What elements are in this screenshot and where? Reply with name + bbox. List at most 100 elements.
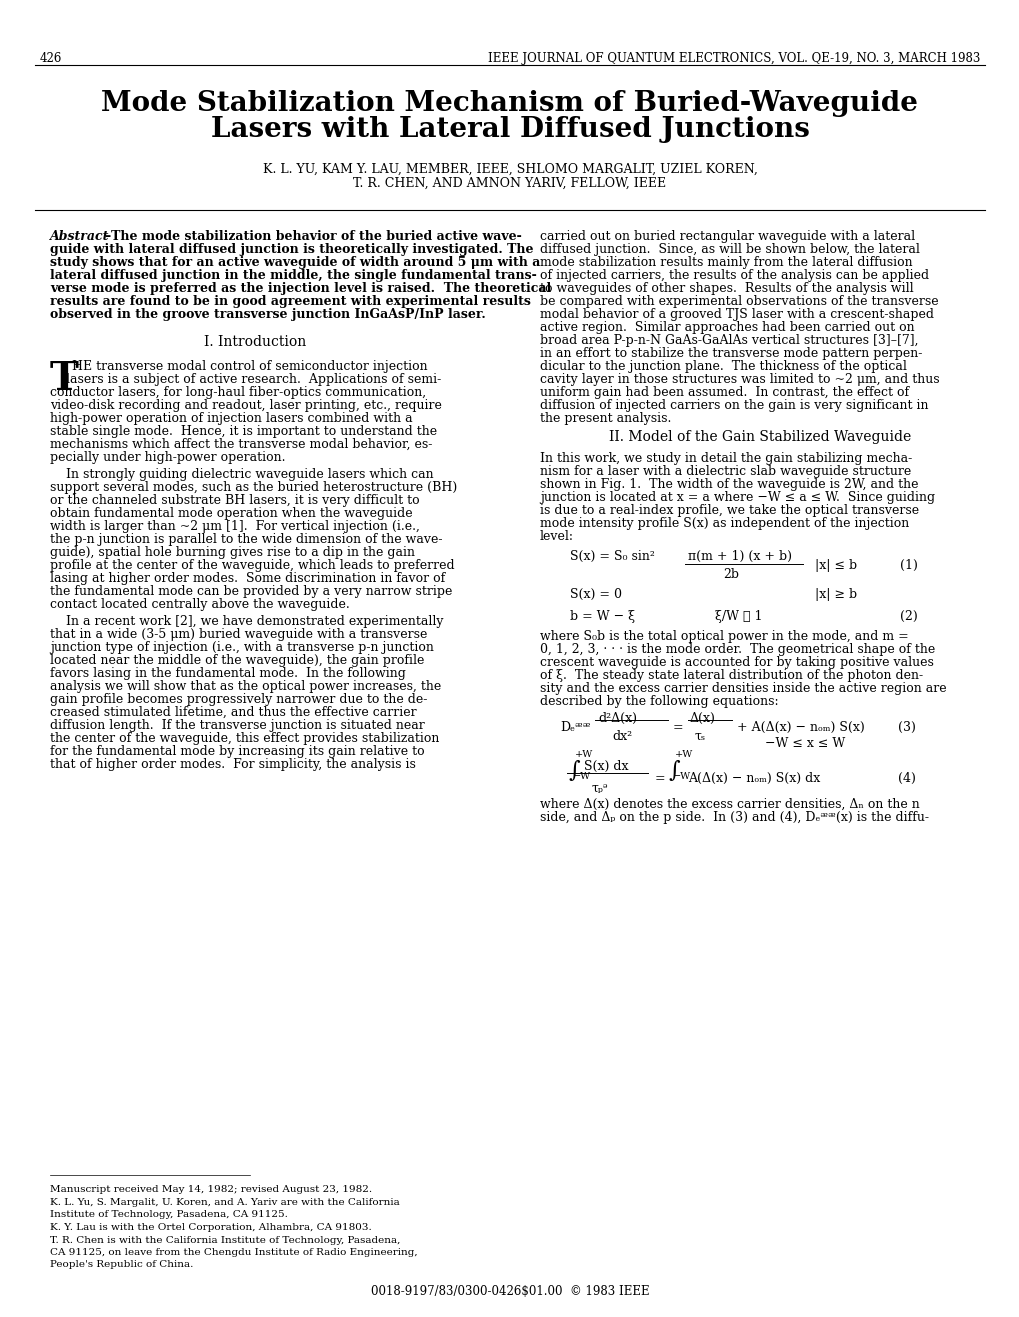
Text: creased stimulated lifetime, and thus the effective carrier: creased stimulated lifetime, and thus th… [50,706,416,719]
Text: mechanisms which affect the transverse modal behavior, es-: mechanisms which affect the transverse m… [50,439,432,450]
Text: +W: +W [575,749,593,759]
Text: ∫: ∫ [667,760,679,782]
Text: In strongly guiding dielectric waveguide lasers which can: In strongly guiding dielectric waveguide… [66,468,433,481]
Text: HE transverse modal control of semiconductor injection: HE transverse modal control of semicondu… [72,360,427,373]
Text: ξ/W ≪ 1: ξ/W ≪ 1 [714,610,762,623]
Text: of ξ.  The steady state lateral distribution of the photon den-: of ξ. The steady state lateral distribut… [539,669,922,682]
Text: S(x) = 0: S(x) = 0 [570,587,622,601]
Text: In this work, we study in detail the gain stabilizing mecha-: In this work, we study in detail the gai… [539,452,911,465]
Text: (2): (2) [899,610,917,623]
Text: −W ≤ x ≤ W: −W ≤ x ≤ W [764,738,845,749]
Text: T. R. CHEN, AND AMNON YARIV, FELLOW, IEEE: T. R. CHEN, AND AMNON YARIV, FELLOW, IEE… [354,176,665,190]
Text: =: = [654,772,665,785]
Text: support several modes, such as the buried heterostructure (BH): support several modes, such as the burie… [50,481,457,494]
Text: Lasers with Lateral Diffused Junctions: Lasers with Lateral Diffused Junctions [210,116,809,144]
Text: guide), spatial hole burning gives rise to a dip in the gain: guide), spatial hole burning gives rise … [50,547,415,558]
Text: diffusion of injected carriers on the gain is very significant in: diffusion of injected carriers on the ga… [539,399,927,412]
Text: gain profile becomes progressively narrower due to the de-: gain profile becomes progressively narro… [50,693,427,706]
Text: (1): (1) [899,558,917,572]
Text: Abstract: Abstract [50,230,109,244]
Text: Manuscript received May 14, 1982; revised August 23, 1982.: Manuscript received May 14, 1982; revise… [50,1185,372,1195]
Text: conductor lasers, for long-haul fiber-optics communication,: conductor lasers, for long-haul fiber-op… [50,386,426,399]
Text: the center of the waveguide, this effect provides stabilization: the center of the waveguide, this effect… [50,732,439,745]
Text: stable single mode.  Hence, it is important to understand the: stable single mode. Hence, it is importa… [50,425,437,439]
Text: 0018-9197/83/0300-0426$01.00  © 1983 IEEE: 0018-9197/83/0300-0426$01.00 © 1983 IEEE [370,1285,649,1299]
Text: (3): (3) [897,720,915,734]
Text: ∫: ∫ [568,760,579,782]
Text: dicular to the junction plane.  The thickness of the optical: dicular to the junction plane. The thick… [539,360,906,373]
Text: K. L. Yu, S. Margalit, U. Koren, and A. Yariv are with the California: K. L. Yu, S. Margalit, U. Koren, and A. … [50,1198,399,1206]
Text: where Δ(x) denotes the excess carrier densities, Δₙ on the n: where Δ(x) denotes the excess carrier de… [539,798,919,811]
Text: broad area P-p-n-N GaAs-GaAlAs vertical structures [3]–[7],: broad area P-p-n-N GaAs-GaAlAs vertical … [539,335,917,346]
Text: or the channeled substrate BH lasers, it is very difficult to: or the channeled substrate BH lasers, it… [50,494,419,507]
Text: level:: level: [539,529,574,543]
Text: where S₀b is the total optical power in the mode, and m =: where S₀b is the total optical power in … [539,630,908,643]
Text: lasing at higher order modes.  Some discrimination in favor of: lasing at higher order modes. Some discr… [50,572,445,585]
Text: that in a wide (3-5 μm) buried waveguide with a transverse: that in a wide (3-5 μm) buried waveguide… [50,628,427,641]
Text: diffusion length.  If the transverse junction is situated near: diffusion length. If the transverse junc… [50,719,424,732]
Text: described by the following equations:: described by the following equations: [539,695,777,709]
Text: S(x) dx: S(x) dx [584,760,628,773]
Text: high-power operation of injection lasers combined with a: high-power operation of injection lasers… [50,412,413,425]
Text: K. L. YU, KAM Y. LAU, MEMBER, IEEE, SHLOMO MARGALIT, UZIEL KOREN,: K. L. YU, KAM Y. LAU, MEMBER, IEEE, SHLO… [262,163,757,176]
Text: of injected carriers, the results of the analysis can be applied: of injected carriers, the results of the… [539,269,928,282]
Text: pecially under high-power operation.: pecially under high-power operation. [50,450,285,464]
Text: that of higher order modes.  For simplicity, the analysis is: that of higher order modes. For simplici… [50,759,416,770]
Text: verse mode is preferred as the injection level is raised.  The theoretical: verse mode is preferred as the injection… [50,282,550,295]
Text: II. Model of the Gain Stabilized Waveguide: II. Model of the Gain Stabilized Wavegui… [608,429,910,444]
Text: IEEE JOURNAL OF QUANTUM ELECTRONICS, VOL. QE-19, NO. 3, MARCH 1983: IEEE JOURNAL OF QUANTUM ELECTRONICS, VOL… [487,51,979,65]
Text: junction is located at x = a where −W ≤ a ≤ W.  Since guiding: junction is located at x = a where −W ≤ … [539,491,934,504]
Text: CA 91125, on leave from the Chengdu Institute of Radio Engineering,: CA 91125, on leave from the Chengdu Inst… [50,1249,417,1256]
Text: τₛ: τₛ [694,730,705,743]
Text: lateral diffused junction in the middle, the single fundamental trans-: lateral diffused junction in the middle,… [50,269,536,282]
Text: results are found to be in good agreement with experimental results: results are found to be in good agreemen… [50,295,530,308]
Text: –The mode stabilization behavior of the buried active wave-: –The mode stabilization behavior of the … [105,230,522,244]
Text: study shows that for an active waveguide of width around 5 μm with a: study shows that for an active waveguide… [50,255,540,269]
Text: carried out on buried rectangular waveguide with a lateral: carried out on buried rectangular wavegu… [539,230,914,244]
Text: lasers is a subject of active research.  Applications of semi-: lasers is a subject of active research. … [66,373,441,386]
Text: Mode Stabilization Mechanism of Buried-Waveguide: Mode Stabilization Mechanism of Buried-W… [102,90,917,117]
Text: −W: −W [673,772,691,781]
Text: b = W − ξ: b = W − ξ [570,610,635,623]
Text: guide with lateral diffused junction is theoretically investigated. The: guide with lateral diffused junction is … [50,244,533,255]
Text: profile at the center of the waveguide, which leads to preferred: profile at the center of the waveguide, … [50,558,454,572]
Text: modal behavior of a grooved TJS laser with a crescent-shaped: modal behavior of a grooved TJS laser wi… [539,308,933,321]
Text: in an effort to stabilize the transverse mode pattern perpen-: in an effort to stabilize the transverse… [539,346,921,360]
Text: +W: +W [675,749,693,759]
Text: video-disk recording and readout, laser printing, etc., require: video-disk recording and readout, laser … [50,399,441,412]
Text: diffused junction.  Since, as will be shown below, the lateral: diffused junction. Since, as will be sho… [539,244,919,255]
Text: K. Y. Lau is with the Ortel Corporation, Alhambra, CA 91803.: K. Y. Lau is with the Ortel Corporation,… [50,1223,371,1231]
Text: for the fundamental mode by increasing its gain relative to: for the fundamental mode by increasing i… [50,745,424,759]
Text: −W: −W [573,772,591,781]
Text: crescent waveguide is accounted for by taking positive values: crescent waveguide is accounted for by t… [539,656,933,669]
Text: favors lasing in the fundamental mode.  In the following: favors lasing in the fundamental mode. I… [50,666,406,680]
Text: the fundamental mode can be provided by a very narrow stripe: the fundamental mode can be provided by … [50,585,452,598]
Text: mode stabilization results mainly from the lateral diffusion: mode stabilization results mainly from t… [539,255,912,269]
Text: nism for a laser with a dielectric slab waveguide structure: nism for a laser with a dielectric slab … [539,465,910,478]
Text: T. R. Chen is with the California Institute of Technology, Pasadena,: T. R. Chen is with the California Instit… [50,1235,400,1245]
Text: τₚᵊ: τₚᵊ [591,782,608,795]
Text: observed in the groove transverse junction InGaAsP/InP laser.: observed in the groove transverse juncti… [50,308,485,321]
Text: width is larger than ~2 μm [1].  For vertical injection (i.e.,: width is larger than ~2 μm [1]. For vert… [50,520,420,533]
Text: dx²: dx² [611,730,632,743]
Text: 426: 426 [40,51,62,65]
Text: + A(Δ(x) − nₒₘ) S(x): + A(Δ(x) − nₒₘ) S(x) [737,720,864,734]
Text: the p-n junction is parallel to the wide dimension of the wave-: the p-n junction is parallel to the wide… [50,533,442,547]
Text: π(m + 1) (x + b): π(m + 1) (x + b) [688,551,791,562]
Text: 0, 1, 2, 3, · · · is the mode order.  The geometrical shape of the: 0, 1, 2, 3, · · · is the mode order. The… [539,643,934,656]
Text: uniform gain had been assumed.  In contrast, the effect of: uniform gain had been assumed. In contra… [539,386,908,399]
Text: obtain fundamental mode operation when the waveguide: obtain fundamental mode operation when t… [50,507,413,520]
Text: mode intensity profile S(x) as independent of the injection: mode intensity profile S(x) as independe… [539,518,908,529]
Text: is due to a real-index profile, we take the optical transverse: is due to a real-index profile, we take … [539,504,918,518]
Text: d²Δ(x): d²Δ(x) [597,712,637,724]
Text: contact located centrally above the waveguide.: contact located centrally above the wave… [50,598,350,611]
Text: In a recent work [2], we have demonstrated experimentally: In a recent work [2], we have demonstrat… [66,615,443,628]
Text: =: = [673,720,683,734]
Text: junction type of injection (i.e., with a transverse p-n junction: junction type of injection (i.e., with a… [50,641,433,655]
Text: shown in Fig. 1.  The width of the waveguide is 2W, and the: shown in Fig. 1. The width of the wavegu… [539,478,917,491]
Text: analysis we will show that as the optical power increases, the: analysis we will show that as the optica… [50,680,441,693]
Text: cavity layer in those structures was limited to ~2 μm, and thus: cavity layer in those structures was lim… [539,373,938,386]
Text: |x| ≤ b: |x| ≤ b [814,558,856,572]
Text: People's Republic of China.: People's Republic of China. [50,1260,194,1270]
Text: side, and Δₚ on the p side.  In (3) and (4), Dₑᵆᵆ(x) is the diffu-: side, and Δₚ on the p side. In (3) and (… [539,811,928,824]
